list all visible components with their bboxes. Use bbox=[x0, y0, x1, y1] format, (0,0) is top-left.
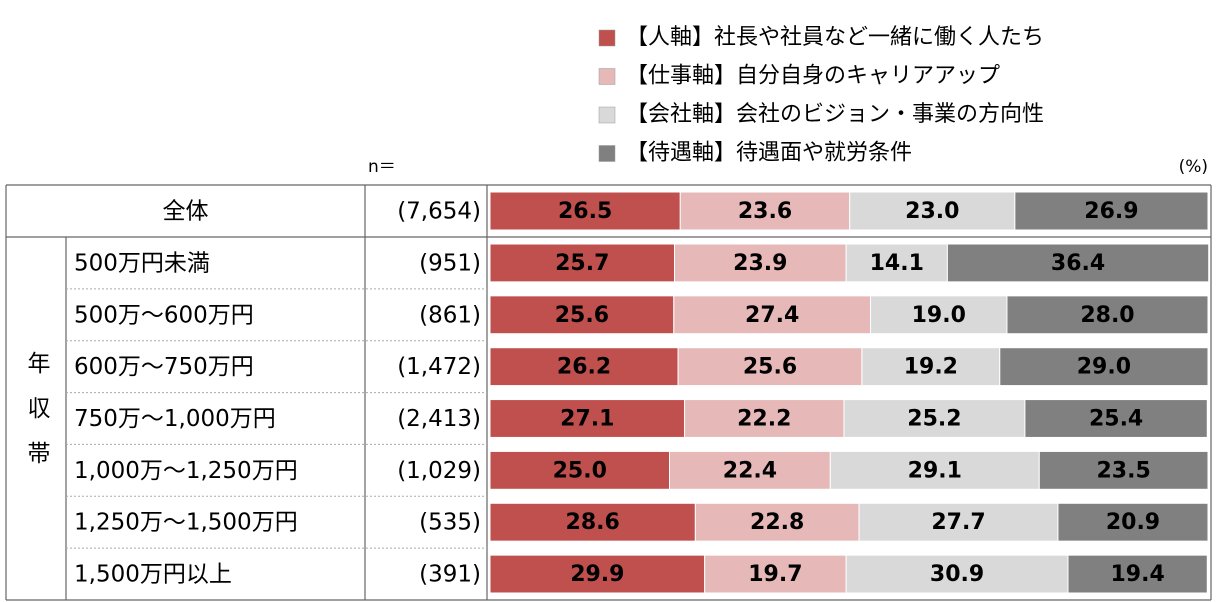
bar-segment bbox=[843, 399, 1026, 438]
bar-segment bbox=[674, 243, 847, 283]
bar-segment bbox=[489, 191, 681, 231]
bar-segment bbox=[684, 399, 845, 438]
bar-segment bbox=[1024, 399, 1208, 438]
n-header: n＝ bbox=[368, 157, 396, 177]
bar-label: 26.5 bbox=[558, 199, 612, 224]
bar-segment bbox=[829, 450, 1040, 490]
bar-segment bbox=[1014, 191, 1209, 231]
bar-label: 28.6 bbox=[566, 510, 620, 535]
legend-label: 【仕事軸】自分自身のキャリアアップ bbox=[626, 64, 1000, 89]
n-value: (861) bbox=[419, 302, 481, 328]
bar-label: 23.5 bbox=[1096, 458, 1150, 483]
bar-segment bbox=[845, 243, 948, 283]
bar-segment bbox=[679, 191, 851, 231]
bar-segment bbox=[489, 347, 679, 387]
row-label: 全体 bbox=[163, 199, 209, 225]
bar-label: 23.0 bbox=[905, 199, 959, 224]
bar-segment bbox=[489, 450, 670, 490]
n-value: (391) bbox=[419, 562, 481, 588]
row-label: 1,500万円以上 bbox=[74, 562, 232, 588]
bar-segment bbox=[489, 502, 696, 542]
legend-swatch bbox=[598, 106, 616, 124]
row-label: 600万～750万円 bbox=[74, 354, 254, 380]
n-value: (535) bbox=[419, 510, 481, 536]
bar-label: 23.6 bbox=[738, 199, 792, 224]
bar-label: 19.2 bbox=[904, 355, 958, 380]
bar-label: 26.9 bbox=[1084, 199, 1138, 224]
bar-label: 27.1 bbox=[560, 407, 614, 432]
bar-segment bbox=[858, 502, 1059, 542]
unit-label: (%) bbox=[1179, 157, 1208, 177]
bar-label: 36.4 bbox=[1051, 251, 1105, 276]
legend-swatch bbox=[598, 68, 616, 85]
legend-label: 【会社軸】会社のビジョン・事業の方向性 bbox=[626, 102, 1044, 127]
bar-label: 25.2 bbox=[907, 407, 961, 432]
n-value: (1,029) bbox=[397, 458, 481, 484]
bar-label: 25.6 bbox=[743, 355, 797, 380]
n-value: (951) bbox=[419, 250, 481, 276]
bar-segment bbox=[489, 554, 706, 594]
bar-label: 28.0 bbox=[1080, 303, 1134, 328]
row-label: 750万～1,000万円 bbox=[74, 406, 276, 432]
bar-label: 20.9 bbox=[1106, 510, 1160, 535]
bar-label: 29.1 bbox=[908, 458, 962, 483]
bar-label: 27.4 bbox=[745, 303, 799, 328]
bar-label: 25.4 bbox=[1089, 407, 1143, 432]
group-label: 年収帯 bbox=[23, 351, 50, 486]
bar-label: 22.4 bbox=[723, 458, 777, 483]
bar-segment bbox=[870, 295, 1008, 335]
bar-label: 14.1 bbox=[870, 251, 924, 276]
row-label: 1,250万～1,500万円 bbox=[74, 510, 298, 536]
bar-segment bbox=[1067, 554, 1208, 594]
bar-segment bbox=[1057, 502, 1209, 542]
bar-label: 25.6 bbox=[555, 303, 609, 328]
legend-label: 【待遇軸】待遇面や就労条件 bbox=[626, 141, 912, 166]
bar-label: 27.7 bbox=[931, 510, 985, 535]
bar-label: 22.2 bbox=[737, 407, 791, 432]
bar-label: 19.0 bbox=[912, 303, 966, 328]
bar-segment bbox=[489, 295, 675, 335]
bar-label: 29.9 bbox=[570, 562, 624, 587]
bar-label: 25.0 bbox=[553, 458, 607, 483]
bar-label: 26.2 bbox=[557, 355, 611, 380]
bar-label: 19.4 bbox=[1110, 562, 1164, 587]
legend-swatch bbox=[598, 29, 616, 47]
legend-swatch bbox=[598, 145, 616, 162]
bar-segment bbox=[1006, 295, 1209, 335]
row-label: 500万～600万円 bbox=[74, 302, 254, 328]
bar-segment bbox=[845, 554, 1069, 594]
bar-segment bbox=[489, 399, 686, 438]
row-label: 500万円未満 bbox=[74, 250, 210, 276]
bar-label: 22.8 bbox=[750, 510, 804, 535]
bar-label: 29.0 bbox=[1077, 355, 1131, 380]
bar-segment bbox=[861, 347, 1001, 387]
bar-label: 30.9 bbox=[930, 562, 984, 587]
bar-label: 23.9 bbox=[733, 251, 787, 276]
n-value: (1,472) bbox=[397, 354, 481, 380]
legend-label: 【人軸】社長や社員など一緒に働く人たち bbox=[626, 25, 1044, 50]
bar-segment bbox=[999, 347, 1209, 387]
bar-segment bbox=[946, 243, 1210, 283]
bar-label: 25.7 bbox=[555, 251, 609, 276]
bar-segment bbox=[669, 450, 831, 490]
bar-segment bbox=[704, 554, 847, 594]
bar-label: 19.7 bbox=[748, 562, 802, 587]
n-value: (2,413) bbox=[397, 406, 481, 432]
bar-segment bbox=[677, 347, 863, 387]
bar-segment bbox=[1038, 450, 1209, 490]
bar-segment bbox=[694, 502, 860, 542]
row-label: 1,000万～1,250万円 bbox=[74, 458, 298, 484]
n-value: (7,654) bbox=[397, 199, 481, 225]
